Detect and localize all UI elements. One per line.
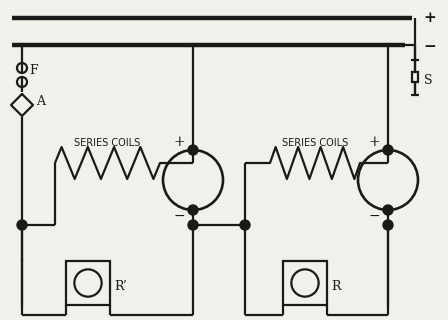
Circle shape [383, 145, 393, 155]
Text: R’: R’ [114, 281, 127, 293]
Circle shape [188, 145, 198, 155]
Circle shape [383, 220, 393, 230]
Circle shape [188, 220, 198, 230]
Text: −: − [368, 209, 380, 223]
Text: −: − [173, 209, 185, 223]
Text: F: F [29, 63, 38, 76]
Text: SERIES COILS: SERIES COILS [282, 138, 348, 148]
Circle shape [17, 220, 27, 230]
Text: S: S [424, 74, 432, 86]
Circle shape [240, 220, 250, 230]
Circle shape [188, 205, 198, 215]
Text: +: + [424, 11, 436, 25]
Bar [283, 261, 327, 305]
Bar [412, 72, 418, 82]
Text: +: + [173, 135, 185, 149]
Text: A: A [36, 94, 45, 108]
Text: −: − [424, 40, 436, 54]
Text: +: + [368, 135, 380, 149]
Bar [66, 261, 110, 305]
Text: R: R [331, 281, 340, 293]
Circle shape [383, 205, 393, 215]
Text: SERIES COILS: SERIES COILS [74, 138, 141, 148]
